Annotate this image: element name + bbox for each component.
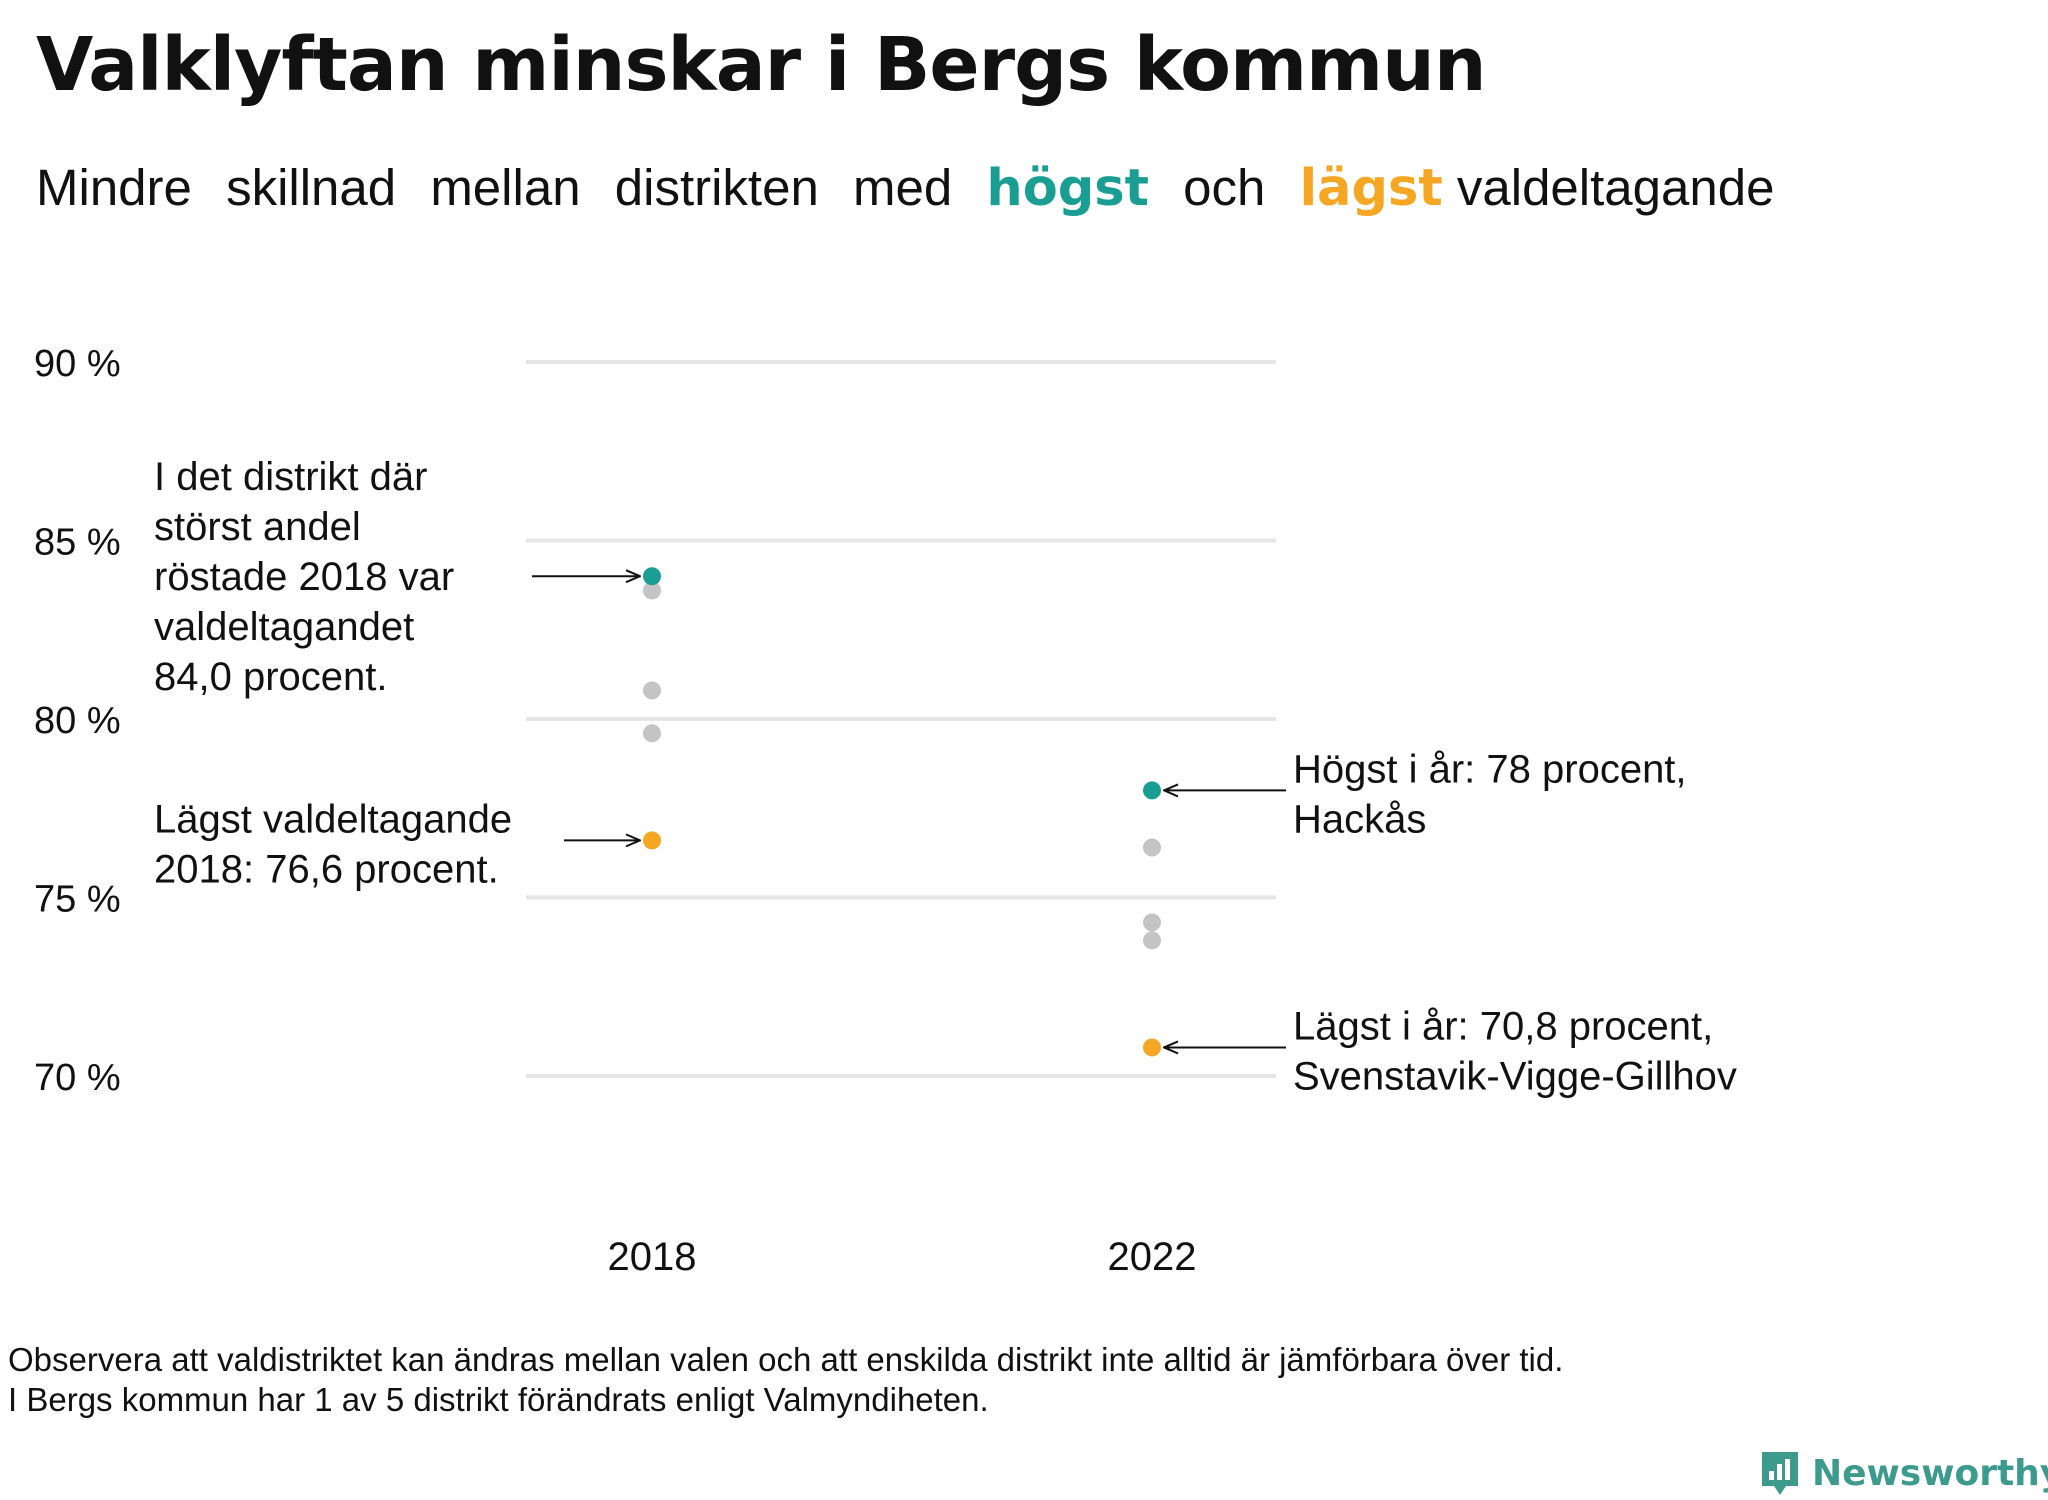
annotation-low-2022: Lägst i år: 70,8 procent,	[1293, 1004, 1713, 1048]
annotation-low-2018: Lägst valdeltagande	[154, 797, 512, 841]
annotation-high-2022: Högst i år: 78 procent,	[1293, 747, 1687, 791]
subtitle-word: valdeltagande	[1456, 159, 1775, 216]
annotation-high-2018: 84,0 procent.	[154, 655, 388, 699]
y-tick-label: 90 %	[34, 343, 121, 385]
annotation-high-2018: störst andel	[154, 505, 361, 549]
brand-logo: Newsworthy	[1758, 1448, 2048, 1498]
x-tick-label: 2022	[1108, 1235, 1197, 1279]
subtitle-word: och	[1183, 159, 1266, 216]
y-tick-label: 70 %	[34, 1057, 121, 1099]
footnote-line: Observera att valdistriktet kan ändras m…	[8, 1341, 1564, 1378]
data-point-other	[1143, 838, 1161, 857]
x-tick-label: 2018	[608, 1235, 697, 1279]
footnote-line: I Bergs kommun har 1 av 5 distrikt förän…	[8, 1381, 989, 1418]
chart-title: Valklyftan minskar i Bergs kommun	[36, 22, 1487, 108]
newsworthy-logo-icon	[1762, 1452, 1798, 1495]
data-point-other	[643, 724, 661, 743]
subtitle-word: med	[853, 159, 953, 216]
brand-name: Newsworthy	[1812, 1452, 2048, 1494]
chart-subtitle: Mindre skillnad mellan distrikten med hö…	[36, 158, 1774, 218]
data-point-other	[1143, 931, 1161, 950]
annotation-high-2018: I det distrikt där	[154, 455, 427, 499]
subtitle-highest-word: högst	[986, 159, 1149, 218]
y-tick-label: 75 %	[34, 879, 121, 921]
annotation-low-2018: 2018: 76,6 procent.	[154, 847, 499, 891]
subtitle-word: skillnad	[226, 159, 397, 216]
data-point-other	[643, 581, 661, 600]
data-point-lowest	[1143, 1038, 1161, 1057]
data-point-lowest	[643, 831, 661, 850]
annotation-high-2018: röstade 2018 var	[154, 555, 454, 599]
y-tick-label: 80 %	[34, 700, 121, 742]
annotation-high-2018: valdeltagandet	[154, 605, 414, 649]
subtitle-word: mellan	[430, 159, 581, 216]
annotation-high-2022: Hackås	[1293, 797, 1426, 841]
data-point-highest	[643, 567, 661, 586]
subtitle-lowest-word: lägst	[1299, 159, 1443, 218]
subtitle-word: Mindre	[36, 159, 192, 216]
footnote: Observera att valdistriktet kan ändras m…	[8, 1340, 1563, 1420]
subtitle-word: distrikten	[614, 159, 819, 216]
data-point-other	[1143, 913, 1161, 932]
dot-plot-chart: 90 % 85 % 80 % 75 % 70 % 2018 2022 I det distri…	[34, 343, 1737, 1279]
data-point-highest	[1143, 781, 1161, 800]
annotation-low-2022: Svenstavik-Vigge-Gillhov	[1293, 1054, 1737, 1098]
data-point-other	[643, 681, 661, 700]
y-tick-label: 85 %	[34, 522, 121, 564]
